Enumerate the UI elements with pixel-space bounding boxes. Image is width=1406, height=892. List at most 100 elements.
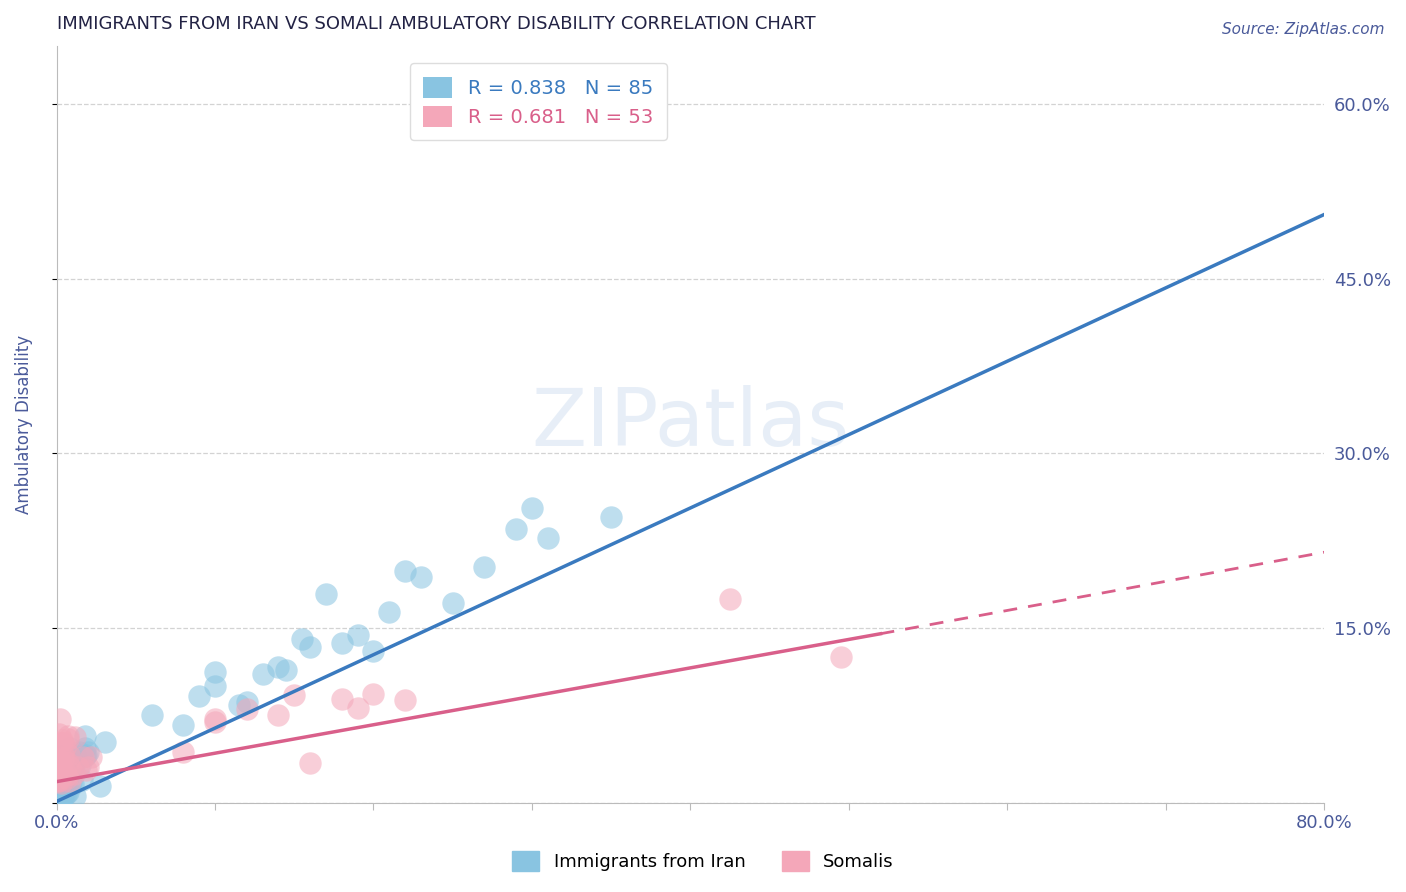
Point [63,731,86,745]
Point [718,591,741,606]
Point [56,751,79,765]
Point [56,768,79,782]
Point [46,777,69,791]
Point [53,753,76,767]
Point [48,752,70,766]
Point [66,760,89,774]
Point [51,789,73,804]
Point [48,760,70,774]
Point [53,780,76,794]
Point [75,748,97,763]
Point [55,787,77,801]
Point [46,757,69,772]
Point [56,729,79,743]
Point [172,745,194,759]
Point [252,666,274,681]
Point [228,698,250,712]
Point [46,772,69,787]
Point [73,741,96,756]
Point [75,764,97,778]
Point [830,650,852,665]
Point [51,733,73,747]
Point [48,770,70,784]
Point [52,775,75,789]
Point [204,665,226,679]
Y-axis label: Ambulatory Disability: Ambulatory Disability [15,334,32,514]
Point [51,776,73,790]
Point [45,772,67,786]
Point [188,690,211,704]
Point [48,727,70,741]
Point [48,773,70,788]
Point [46,773,69,788]
Point [441,596,464,610]
Point [299,756,322,770]
Point [49,772,72,786]
Point [53,750,76,764]
Point [60,747,83,762]
Point [346,701,368,715]
Point [62,777,84,791]
Text: IMMIGRANTS FROM IRAN VS SOMALI AMBULATORY DISABILITY CORRELATION CHART: IMMIGRANTS FROM IRAN VS SOMALI AMBULATOR… [56,15,815,33]
Point [51,744,73,758]
Point [58,760,80,774]
Point [53,784,76,798]
Point [46,773,69,788]
Point [537,531,560,545]
Point [378,605,401,619]
Point [172,717,194,731]
Point [51,789,73,804]
Point [62,767,84,781]
Point [363,644,385,658]
Point [53,764,76,779]
Point [69,758,91,772]
Point [51,762,73,776]
Point [49,756,72,771]
Point [58,731,80,746]
Point [505,522,527,536]
Point [52,772,75,787]
Point [53,780,76,794]
Point [276,663,298,677]
Point [48,735,70,749]
Point [45,758,67,772]
Point [75,729,97,743]
Point [520,501,543,516]
Point [600,510,623,524]
Point [53,756,76,770]
Point [48,764,70,778]
Point [48,756,70,771]
Point [65,749,87,764]
Point [56,757,79,772]
Point [235,702,257,716]
Point [67,745,90,759]
Point [49,761,72,775]
Point [94,735,117,749]
Point [330,691,353,706]
Point [204,679,226,693]
Point [62,758,84,772]
Point [330,636,353,650]
Point [299,640,322,655]
Point [76,760,98,774]
Point [46,789,69,804]
Point [59,741,82,756]
Legend: R = 0.838   N = 85, R = 0.681   N = 53: R = 0.838 N = 85, R = 0.681 N = 53 [409,63,666,140]
Point [53,789,76,803]
Point [49,712,72,726]
Point [267,707,290,722]
Text: Source: ZipAtlas.com: Source: ZipAtlas.com [1222,22,1385,37]
Point [45,770,67,784]
Point [49,774,72,789]
Point [70,772,93,787]
Point [56,785,79,799]
Point [56,759,79,773]
Point [52,737,75,751]
Point [48,789,70,804]
Text: ZIPatlas: ZIPatlas [531,385,849,463]
Point [394,564,416,578]
Point [56,756,79,771]
Point [45,762,67,776]
Point [409,570,432,584]
Point [59,758,82,772]
